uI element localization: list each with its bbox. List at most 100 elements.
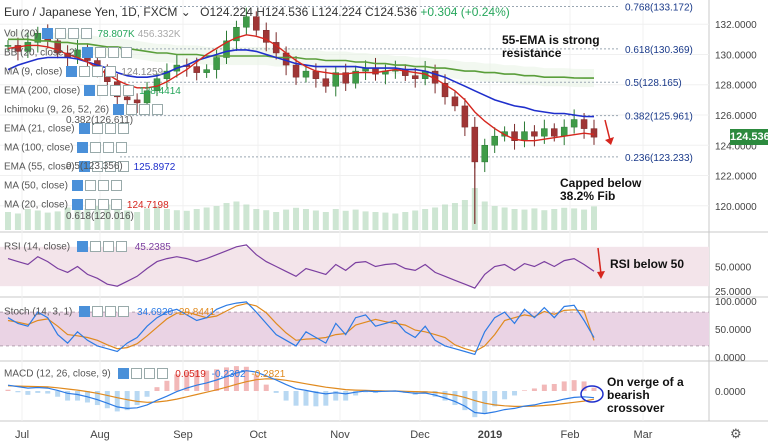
stoch-tick-label: 100.0000 bbox=[715, 297, 757, 308]
indicator-legend-row[interactable]: EMA (55, close) 125.8972 bbox=[4, 160, 175, 175]
indicator-tools[interactable] bbox=[78, 160, 131, 174]
indicator-label: EMA (21, close) bbox=[4, 123, 75, 135]
volume-bar bbox=[14, 213, 21, 230]
indicator-tools[interactable] bbox=[77, 141, 129, 155]
macd-hist-bar bbox=[114, 391, 120, 412]
indicator-legend-row[interactable]: EMA (21, close) bbox=[4, 122, 131, 137]
fib-annotation: Capped below 38.2% Fib bbox=[560, 176, 642, 203]
price-tick-label: 132.0000 bbox=[715, 20, 757, 31]
close-icon bbox=[105, 305, 117, 317]
time-tick-label: Jul bbox=[15, 429, 29, 441]
last-price-badge: 124.536 bbox=[730, 129, 768, 145]
macd-pane[interactable] bbox=[5, 366, 597, 418]
candle bbox=[54, 40, 61, 54]
rsi-tick-label: 50.0000 bbox=[715, 263, 752, 274]
volume-bar bbox=[263, 210, 270, 230]
macd-line bbox=[7, 370, 595, 415]
fib-level-label: 0.618(130.369) bbox=[625, 45, 693, 56]
volume-bar bbox=[412, 210, 419, 230]
indicator-legend-row[interactable]: EMA (200, close) 128.4414 bbox=[4, 84, 181, 99]
volume-bar bbox=[293, 207, 300, 230]
indicator-tools[interactable] bbox=[81, 46, 134, 60]
volume-bar bbox=[173, 210, 180, 230]
dropdown-chevron-icon[interactable]: ⌄ bbox=[177, 5, 191, 19]
close-icon bbox=[110, 84, 122, 96]
macd-legend[interactable]: MACD (12, 26, close, 9) 0.0519 -0.2302 -… bbox=[4, 367, 285, 382]
indicator-tools[interactable] bbox=[76, 240, 129, 254]
macd-hist-bar bbox=[15, 391, 21, 393]
time-tick-label: Oct bbox=[249, 429, 266, 441]
indicator-legend-row[interactable]: BB (20, close, 2) bbox=[4, 46, 134, 61]
macd-hist-bar bbox=[204, 370, 210, 391]
candle bbox=[223, 40, 230, 58]
indicator-legend-row[interactable]: Vol (20) 78.807K 456.332K bbox=[4, 27, 181, 42]
candle bbox=[332, 72, 340, 87]
volume-bar bbox=[501, 207, 508, 230]
macd-value: -0.2302 bbox=[211, 368, 246, 380]
candle bbox=[511, 131, 518, 141]
candle bbox=[4, 45, 12, 47]
volume-bar bbox=[302, 209, 309, 230]
stoch-legend[interactable]: Stoch (14, 3, 1) 34.6920 29.8441 bbox=[4, 305, 215, 320]
rsi-arrow-head bbox=[597, 271, 605, 279]
chart-title-row: Euro / Japanese Yen, 1D, FXCM ⌄ O124.224… bbox=[4, 5, 510, 19]
macd-hist-bar bbox=[531, 388, 537, 391]
indicator-tools[interactable] bbox=[117, 367, 170, 381]
volume-bar bbox=[243, 204, 250, 230]
indicator-tools[interactable] bbox=[42, 27, 94, 41]
indicator-legend-row[interactable]: MA (100, close) bbox=[4, 141, 129, 156]
rsi-pane[interactable] bbox=[0, 244, 709, 289]
indicator-tools[interactable] bbox=[78, 122, 131, 136]
indicator-label: EMA (55, close) bbox=[4, 161, 75, 173]
candle bbox=[193, 66, 200, 73]
close-icon bbox=[139, 103, 151, 115]
eye-icon bbox=[71, 179, 83, 191]
price-pane[interactable]: 0.768(133.172) 0.618(130.369) 0.5(128.165)… bbox=[4, 2, 693, 230]
indicator-legend-row[interactable]: Ichimoku (9, 26, 52, 26) bbox=[4, 103, 165, 118]
stoch-tick-label: 0.0000 bbox=[715, 353, 746, 364]
indicator-legend-row[interactable]: MA (9, close) 124.1259 bbox=[4, 65, 163, 80]
volume-bar bbox=[283, 209, 290, 230]
volume-bar bbox=[144, 208, 151, 230]
macd-hist-bar bbox=[541, 384, 547, 391]
indicator-tools[interactable] bbox=[66, 65, 118, 79]
more-icon bbox=[117, 122, 129, 134]
macd-hist-bar bbox=[323, 391, 329, 406]
close-icon bbox=[143, 367, 155, 379]
fib-level-label: 0.236(123.233) bbox=[625, 153, 693, 164]
indicator-tools[interactable] bbox=[79, 305, 131, 319]
settings-icon bbox=[94, 46, 106, 58]
stoch-d-value: 29.8441 bbox=[178, 306, 216, 318]
indicator-tools[interactable] bbox=[71, 179, 124, 193]
candle bbox=[590, 128, 598, 138]
macd-hist-bar bbox=[462, 391, 468, 411]
indicator-tools[interactable] bbox=[71, 198, 124, 212]
more-icon bbox=[110, 179, 122, 191]
rsi-line bbox=[7, 244, 595, 289]
indicator-value: 124.7198 bbox=[126, 199, 169, 211]
stoch-pane[interactable] bbox=[0, 301, 709, 356]
macd-hist-bar bbox=[65, 391, 71, 401]
indicator-tools[interactable] bbox=[113, 103, 165, 117]
indicator-label: EMA (200, close) bbox=[4, 85, 81, 97]
candle bbox=[203, 69, 210, 73]
symbol-title[interactable]: Euro / Japanese Yen, 1D, FXCM bbox=[4, 5, 178, 19]
settings-gear-icon[interactable]: ⚙ bbox=[730, 426, 742, 441]
rsi-legend[interactable]: RSI (14, close) 45.2385 bbox=[4, 240, 171, 255]
indicator-tools[interactable] bbox=[84, 84, 136, 98]
macd-hist-bar bbox=[442, 391, 448, 401]
macd-hist-bar bbox=[233, 366, 239, 391]
settings-icon bbox=[92, 305, 104, 317]
volume-bar bbox=[342, 210, 349, 230]
macd-hist-bar bbox=[35, 391, 41, 393]
indicator-legend-row[interactable]: MA (50, close) bbox=[4, 179, 124, 194]
macd-hist-bar bbox=[75, 391, 81, 401]
indicator-value-secondary: 456.332K bbox=[137, 28, 181, 40]
close-icon bbox=[103, 141, 115, 153]
annotation-marks bbox=[580, 119, 614, 403]
time-tick-label: Aug bbox=[90, 429, 110, 441]
candle bbox=[14, 45, 22, 52]
macd-hist-bar bbox=[194, 370, 200, 391]
indicator-legend-row[interactable]: MA (20, close) 124.7198 bbox=[4, 198, 169, 213]
candle bbox=[521, 131, 528, 141]
